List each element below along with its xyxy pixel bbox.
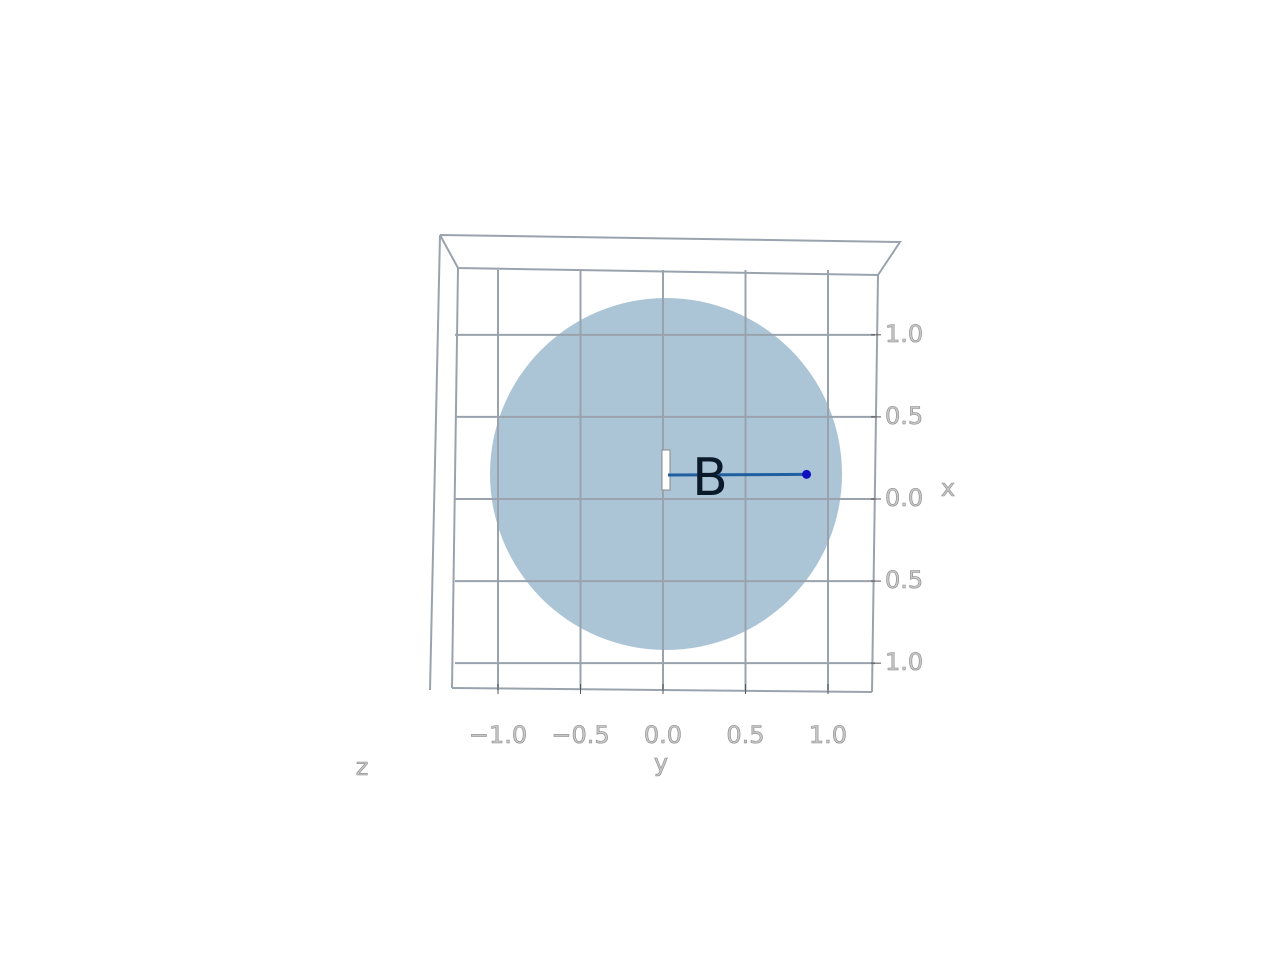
- y-tick-label: −1.0: [469, 721, 527, 749]
- vector: [667, 472, 807, 477]
- x-tick-label: 0.5: [885, 402, 923, 430]
- y-tick-label: −0.5: [551, 721, 609, 749]
- back-frame: [429, 234, 902, 693]
- origin-marker: [661, 449, 671, 491]
- x-tick-label: 0.0: [885, 484, 923, 512]
- y-axis-label: y: [654, 749, 668, 777]
- y-tick-label: 0.0: [644, 721, 682, 749]
- x-axis-label: x: [941, 474, 955, 502]
- x-tick-label: 1.0: [885, 320, 923, 348]
- vector-label: B: [692, 448, 728, 508]
- z-axis-label: z: [356, 753, 369, 781]
- vector-head: [802, 469, 812, 479]
- y-tick-label: 0.5: [726, 721, 764, 749]
- y-tick-label: 1.0: [809, 721, 847, 749]
- x-tick-label: 1.0: [885, 648, 923, 676]
- x-tick-label: 0.5: [885, 566, 923, 594]
